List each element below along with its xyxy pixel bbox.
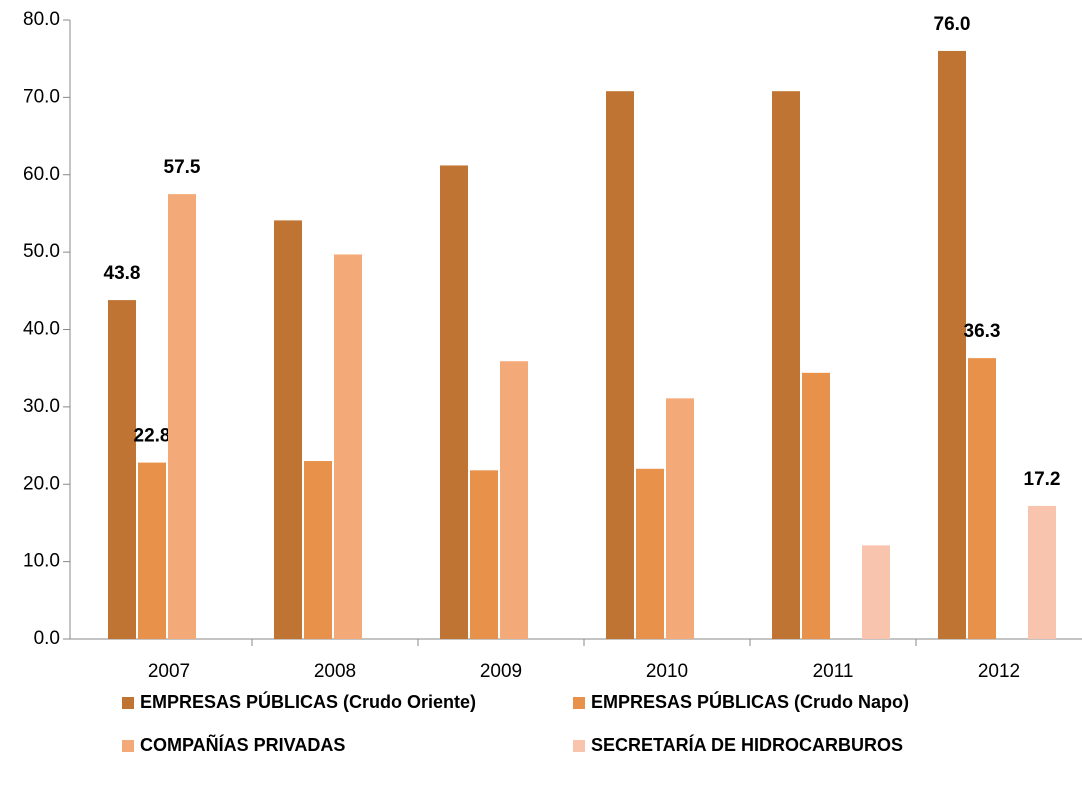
bar bbox=[1028, 505, 1056, 639]
x-tick-label: 2010 bbox=[646, 661, 688, 682]
bar bbox=[440, 165, 468, 639]
y-tick-label: 20.0 bbox=[23, 473, 60, 494]
x-tick-label: 2009 bbox=[480, 661, 522, 682]
legend-label: COMPAÑÍAS PRIVADAS bbox=[140, 734, 345, 755]
legend-label: EMPRESAS PÚBLICAS (Crudo Oriente) bbox=[140, 691, 476, 712]
bar bbox=[968, 358, 996, 639]
x-tick-label: 2008 bbox=[314, 661, 356, 682]
x-tick-label: 2007 bbox=[148, 661, 190, 682]
legend-label: EMPRESAS PÚBLICAS (Crudo Napo) bbox=[591, 691, 909, 712]
bar bbox=[666, 398, 694, 639]
bar bbox=[168, 194, 196, 639]
legend-label: SECRETARÍA DE HIDROCARBUROS bbox=[591, 734, 903, 755]
bar bbox=[772, 91, 800, 639]
y-tick-label: 50.0 bbox=[23, 241, 60, 262]
legend-swatch bbox=[573, 740, 585, 752]
bar bbox=[938, 50, 966, 639]
y-tick-label: 60.0 bbox=[23, 164, 60, 185]
data-label: 57.5 bbox=[164, 157, 201, 178]
bar bbox=[334, 254, 362, 640]
bar bbox=[636, 468, 664, 639]
bar bbox=[802, 372, 830, 639]
y-tick-label: 80.0 bbox=[23, 9, 60, 30]
x-tick-label: 2011 bbox=[813, 661, 854, 682]
y-tick-label: 0.0 bbox=[34, 628, 60, 649]
bar bbox=[304, 461, 332, 639]
y-tick-label: 70.0 bbox=[23, 86, 60, 107]
y-tick-label: 30.0 bbox=[23, 396, 60, 417]
bar bbox=[108, 300, 136, 639]
data-label: 17.2 bbox=[1024, 469, 1061, 490]
x-tick-label: 2012 bbox=[978, 661, 1020, 682]
bar bbox=[862, 545, 890, 639]
data-label: 76.0 bbox=[934, 14, 971, 35]
y-tick-label: 40.0 bbox=[23, 319, 60, 340]
bar bbox=[138, 462, 166, 639]
data-label: 22.8 bbox=[134, 426, 171, 447]
data-label: 43.8 bbox=[104, 263, 141, 284]
legend-swatch bbox=[122, 740, 134, 752]
legend-swatch bbox=[122, 697, 134, 709]
bar bbox=[274, 220, 302, 639]
legend-swatch bbox=[573, 697, 585, 709]
bar bbox=[606, 91, 634, 639]
y-tick-label: 10.0 bbox=[23, 551, 60, 572]
bar bbox=[500, 361, 528, 639]
bar bbox=[470, 470, 498, 639]
data-label: 36.3 bbox=[964, 321, 1001, 342]
